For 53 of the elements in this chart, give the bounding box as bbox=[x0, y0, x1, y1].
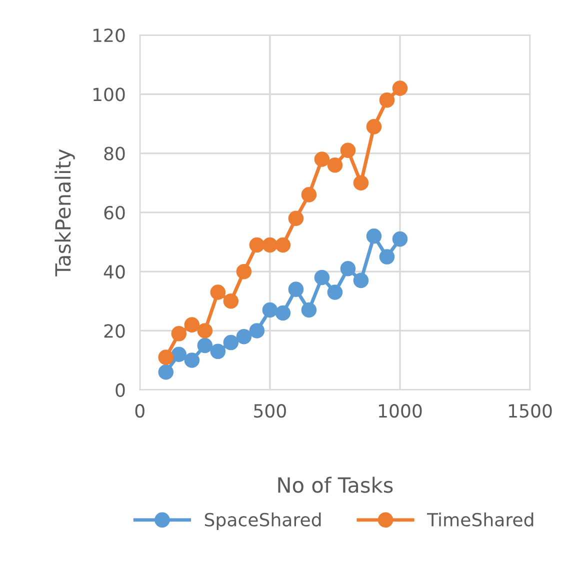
x-tick-label: 1000 bbox=[378, 404, 422, 418]
point bbox=[236, 264, 252, 280]
point bbox=[353, 175, 369, 191]
legend-label: SpaceShared bbox=[204, 512, 321, 530]
point bbox=[379, 249, 395, 264]
point bbox=[275, 237, 291, 253]
point bbox=[197, 323, 213, 338]
y-tick-label: 40 bbox=[104, 265, 125, 279]
point bbox=[210, 284, 226, 300]
point bbox=[301, 187, 317, 202]
y-axis-title: TaskPenality bbox=[54, 149, 75, 276]
x-tick-label: 1500 bbox=[509, 404, 552, 418]
point bbox=[327, 157, 343, 173]
y-tick-label: 20 bbox=[104, 324, 125, 338]
point bbox=[366, 119, 382, 134]
x-axis-title: No of Tasks bbox=[278, 476, 393, 493]
point bbox=[379, 92, 395, 108]
x-tick-label: 500 bbox=[254, 404, 286, 418]
point bbox=[392, 80, 408, 96]
y-tick-label: 0 bbox=[116, 383, 125, 397]
legend-label: TimeShared bbox=[426, 512, 534, 527]
point bbox=[288, 210, 304, 226]
point bbox=[340, 260, 356, 276]
y-tick-label: 60 bbox=[104, 206, 125, 220]
point bbox=[262, 237, 278, 253]
point bbox=[288, 282, 304, 297]
point bbox=[171, 326, 187, 342]
point bbox=[184, 317, 200, 332]
point bbox=[223, 294, 239, 309]
point bbox=[249, 323, 265, 338]
point bbox=[314, 152, 330, 167]
point bbox=[262, 302, 278, 318]
x-tick-label: 0 bbox=[135, 404, 144, 418]
point bbox=[327, 284, 343, 300]
point bbox=[340, 142, 356, 158]
y-tick-label: 80 bbox=[104, 146, 125, 160]
y-tick-label: 100 bbox=[94, 88, 125, 102]
point bbox=[210, 344, 226, 360]
point bbox=[197, 338, 213, 354]
y-tick-label: 120 bbox=[94, 28, 125, 42]
point bbox=[301, 302, 317, 318]
point bbox=[314, 270, 330, 286]
point bbox=[184, 352, 200, 368]
point bbox=[275, 305, 291, 321]
point bbox=[223, 334, 239, 350]
point bbox=[171, 346, 187, 362]
point bbox=[366, 228, 382, 244]
point bbox=[236, 328, 252, 344]
point bbox=[249, 237, 265, 253]
point bbox=[392, 231, 408, 247]
point bbox=[158, 364, 174, 380]
point bbox=[158, 350, 174, 365]
point bbox=[353, 272, 369, 288]
